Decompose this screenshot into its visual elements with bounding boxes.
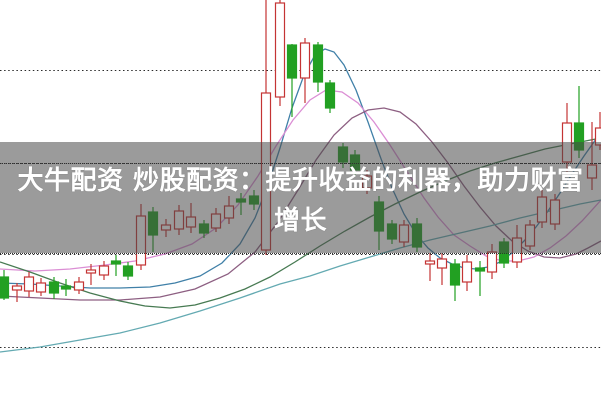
candle-body [73,281,85,291]
candle-body [122,265,134,277]
candle-body [486,251,498,273]
candle-up [299,38,311,103]
candle-body [299,42,311,79]
candle-up [98,261,110,280]
candle-body [324,82,336,109]
candle-body [0,276,10,299]
candle-body [60,285,72,290]
candle-body [23,276,35,292]
candle-down [0,270,10,300]
candle-down [474,261,486,296]
candle-body [274,2,286,98]
candle-body [11,285,23,291]
candle-down [286,44,298,117]
candle-up [274,0,286,106]
candle-down [60,279,72,296]
candle-body [110,260,122,265]
candle-body [474,267,486,272]
candle-down [122,262,134,280]
candle-body [35,282,47,293]
gridline-in-band [0,253,601,254]
candle-up [73,277,85,294]
candle-up [424,253,436,281]
candle-down [48,277,60,299]
gridline-in-band [0,163,601,164]
candle-down [324,80,336,113]
headline-overlay-band: 大牛配资 炒股配资：提升收益的利器，助力财富 增长 [0,142,601,254]
headline-line2: 增长 [273,205,327,236]
candle-body [424,260,436,265]
candle-up [461,255,473,291]
candle-body [48,281,60,294]
headline-line1: 大牛配资 炒股配资：提升收益的利器，助力财富 [17,165,584,196]
candle-up [85,264,97,285]
candle-body [85,269,97,274]
candle-up [436,253,448,285]
candle-body [312,44,324,83]
candle-body [286,44,298,79]
candle-body [461,261,473,283]
candle-down [449,259,461,301]
candle-up [35,278,47,296]
candle-down [110,255,122,276]
candle-up [11,283,23,302]
candle-body [449,263,461,286]
candle-body [436,258,448,269]
candle-down [312,42,324,92]
candle-up [23,272,35,297]
candle-body [98,265,110,276]
